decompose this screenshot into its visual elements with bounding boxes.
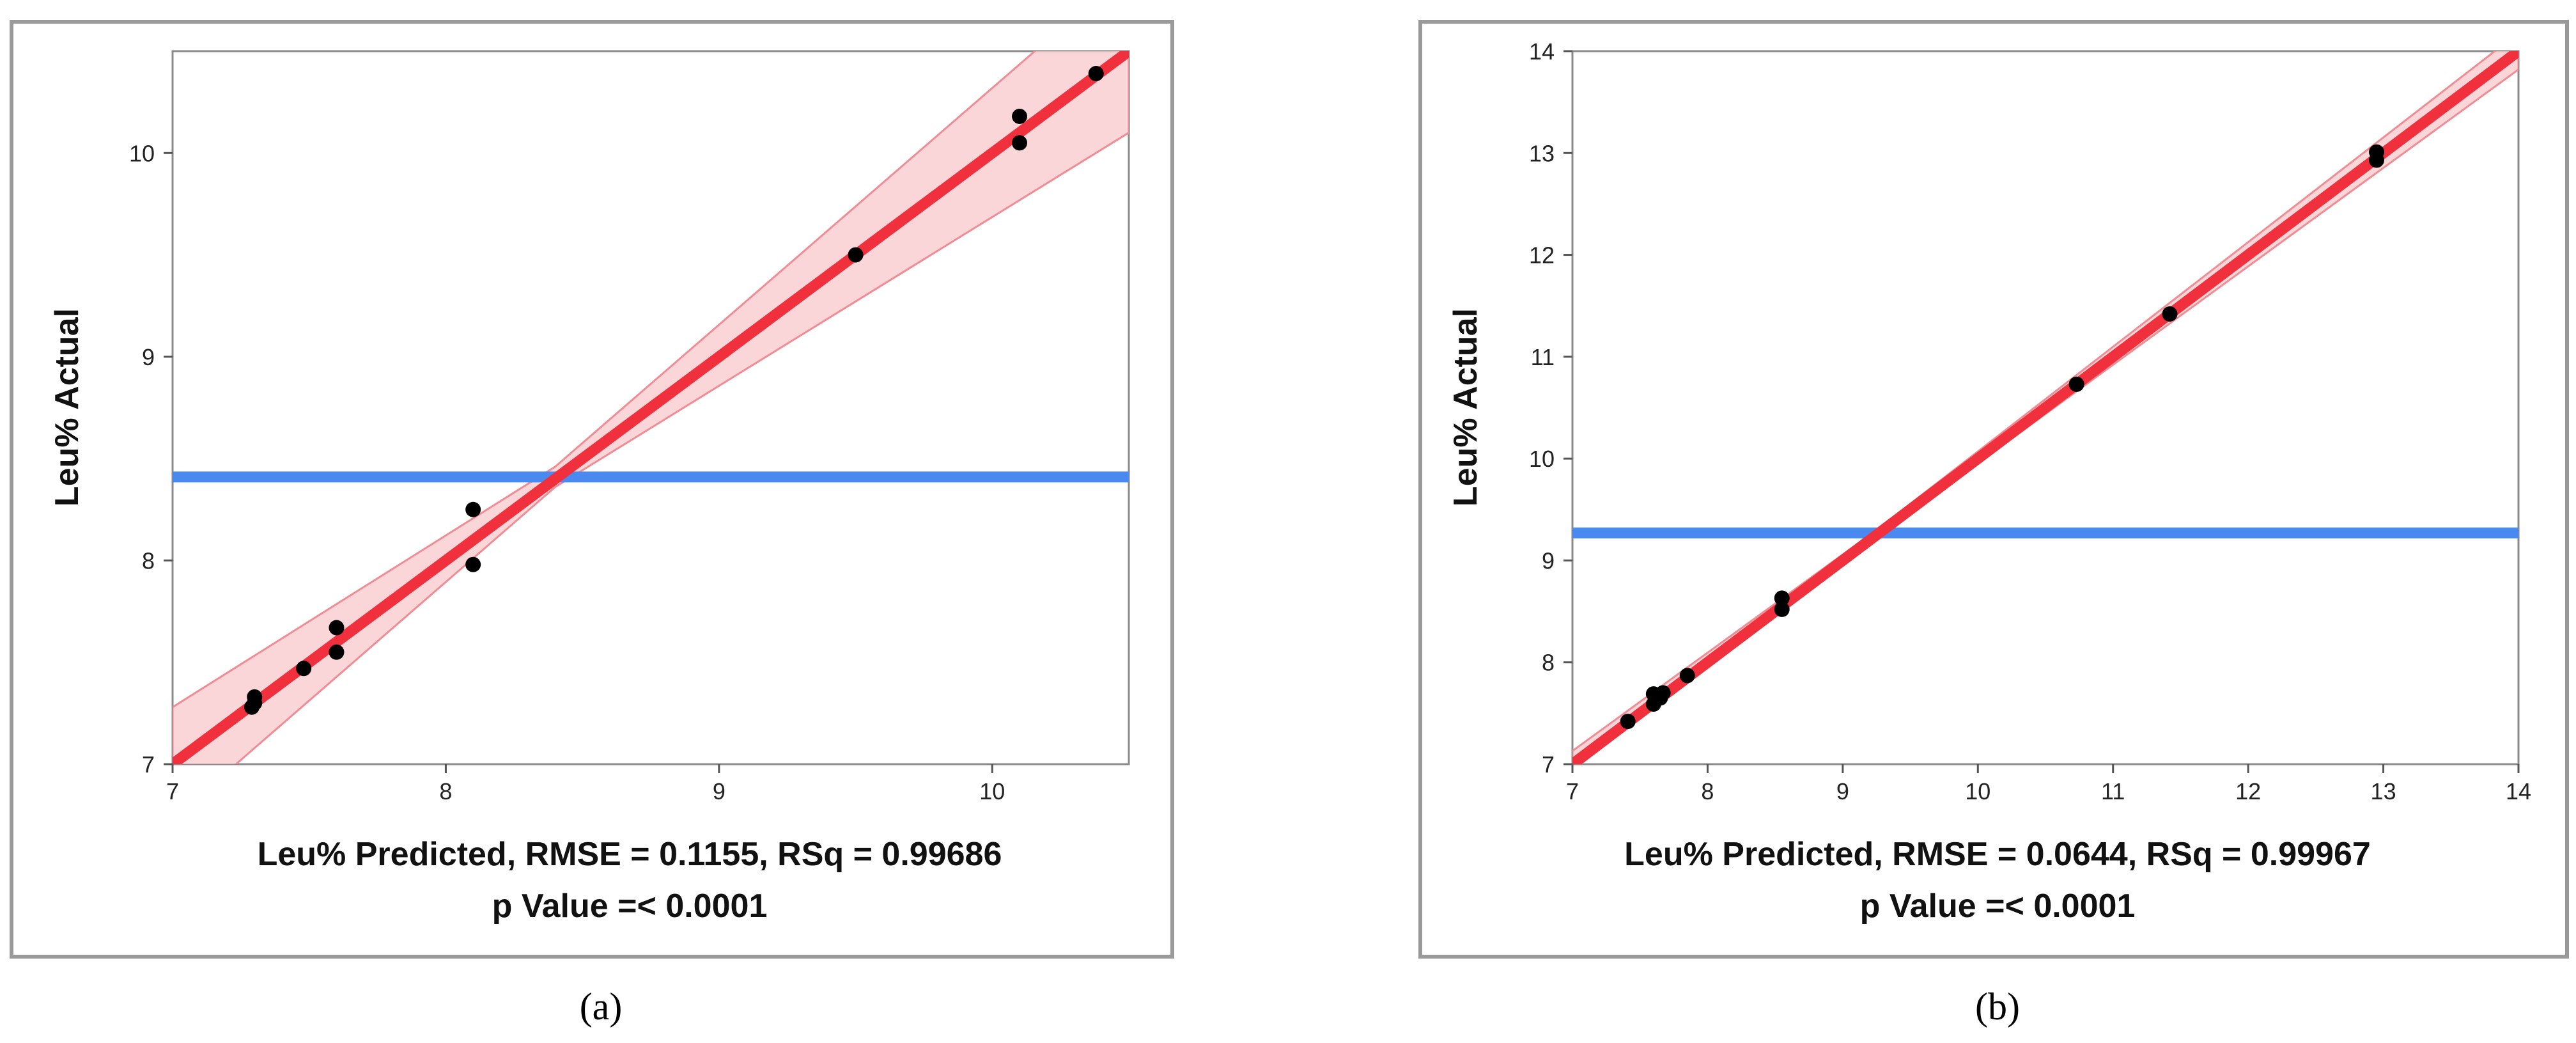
panel-b-x-tick-label: 12 — [2235, 778, 2261, 804]
panel-a-y-tick-label: 10 — [129, 140, 155, 166]
panel-b-data-point — [2369, 144, 2384, 160]
panel-b-x-tick-label: 14 — [2506, 778, 2531, 804]
panel-a: 7 8 9 10 7 8 9 10 Leu% Actual Leu% Predicted, R… — [10, 20, 1174, 1028]
panel-a-data-point — [247, 689, 263, 705]
panel-b-fit-line — [1572, 51, 2518, 764]
panel-a-x-axis-title: Leu% Predicted, RMSE = 0.1155, RSq = 0.9… — [258, 836, 1002, 873]
panel-a-y-tick-label: 8 — [142, 547, 155, 574]
panel-b-x-tick-label: 13 — [2371, 778, 2396, 804]
panel-a-fit-line — [173, 51, 1129, 764]
panel-b-y-tick-label: 12 — [1529, 242, 1555, 269]
panel-b-y-tick-label: 13 — [1529, 140, 1555, 166]
panel-b-x-axis-title: Leu% Predicted, RMSE = 0.0644, RSq = 0.9… — [1624, 836, 2371, 873]
panel-b-y-tick-label: 9 — [1542, 547, 1555, 574]
panel-b-data-point — [1620, 714, 1636, 730]
panel-b-caption: (b) — [1975, 985, 2020, 1028]
panel-a-x-tick-label: 7 — [166, 778, 179, 804]
panel-a-data-point — [848, 247, 864, 263]
panel-a-caption: (a) — [580, 985, 623, 1028]
panel-a-data-point — [296, 661, 312, 677]
panel-b-y-tick-label: 7 — [1542, 751, 1555, 778]
panel-b-ticks: 7 8 9 10 11 12 13 14 7 8 9 10 11 12 13 14 — [1529, 38, 2531, 804]
panel-b-y-tick-label: 10 — [1529, 446, 1555, 472]
panel-a-y-tick-label: 7 — [142, 751, 155, 778]
panel-a-data-point — [1088, 66, 1104, 82]
panel-b-y-axis-title: Leu% Actual — [1447, 308, 1484, 506]
panel-b-data-point — [2068, 376, 2084, 392]
panel-b-data-point — [1679, 668, 1695, 684]
panel-a-data-point — [465, 556, 481, 572]
panel-b-y-tick-label: 11 — [1531, 344, 1555, 370]
panel-a-x-tick-label: 10 — [979, 778, 1005, 804]
panel-b: 7 8 9 10 11 12 13 14 7 8 9 10 11 12 13 14 Leu% Actual L… — [1418, 20, 2569, 1028]
panel-b-y-tick-label: 14 — [1529, 38, 1555, 65]
panel-a-x-tick-label: 8 — [439, 778, 452, 804]
panel-b-data-point — [1774, 590, 1790, 606]
panel-a-y-tick-label: 9 — [142, 344, 155, 370]
panel-b-x-tick-label: 11 — [2101, 778, 2125, 804]
panel-a-y-axis-title: Leu% Actual — [49, 308, 86, 506]
panel-b-x-tick-label: 9 — [1836, 778, 1849, 804]
panel-b-y-tick-label: 8 — [1542, 650, 1555, 676]
panel-a-data-point — [329, 620, 345, 636]
panel-b-data-point — [2162, 306, 2178, 322]
panel-b-x-tick-label: 8 — [1701, 778, 1714, 804]
panel-b-data-point — [1774, 601, 1790, 617]
panel-b-data-point — [1655, 685, 1671, 701]
panel-b-points — [1620, 144, 2384, 730]
panel-b-x-axis-subtitle: p Value =< 0.0001 — [1860, 888, 2136, 925]
panel-a-ticks: 7 8 9 10 7 8 9 10 — [129, 140, 1005, 804]
panel-a-data-point — [465, 501, 481, 517]
panel-a-data-point — [329, 644, 345, 660]
panel-a-data-point — [1012, 108, 1028, 124]
panel-a-x-axis-subtitle: p Value =< 0.0001 — [492, 888, 768, 925]
panel-b-x-tick-label: 10 — [1965, 778, 1990, 804]
panel-b-x-tick-label: 7 — [1566, 778, 1579, 804]
panel-a-data-point — [1012, 135, 1028, 151]
panel-a-x-tick-label: 9 — [713, 778, 725, 804]
panel-a-points — [244, 66, 1104, 715]
